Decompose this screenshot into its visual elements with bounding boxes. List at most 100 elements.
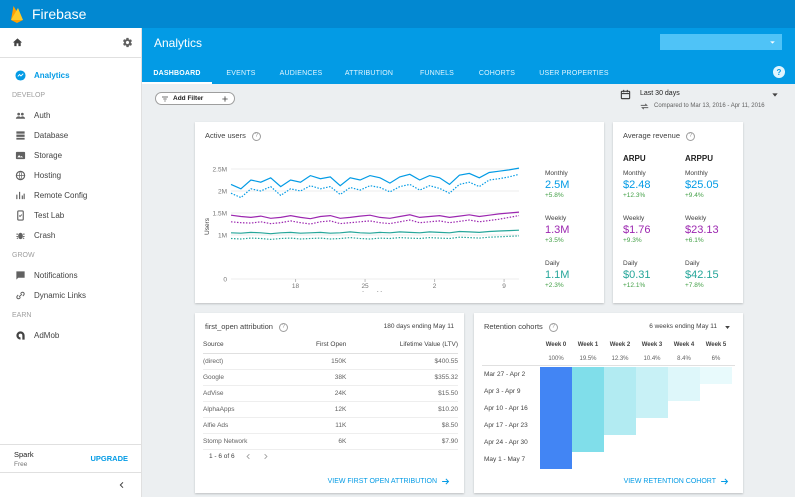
arpu-daily-change: +12.1% <box>623 282 646 289</box>
tab-user-properties[interactable]: USER PROPERTIES <box>539 69 609 77</box>
active-users-title: Active users <box>205 131 246 140</box>
view-retention-cohort-link[interactable]: VIEW RETENTION COHORT <box>624 477 729 486</box>
column-ltv[interactable]: Lifetime Value (LTV) <box>346 337 458 354</box>
legend-weekly-value: 1.3M <box>545 224 570 236</box>
add-filter-button[interactable]: Add Filter <box>155 92 235 105</box>
cohort-cell[interactable] <box>700 367 732 384</box>
cohort-cell[interactable] <box>572 384 604 401</box>
cohort-cell[interactable] <box>572 367 604 384</box>
attribution-card: first_open attribution? 180 days ending … <box>195 313 464 493</box>
cohort-cell[interactable] <box>604 384 636 401</box>
legend-monthly: Monthly 2.5M +5.8% <box>545 170 569 199</box>
chevron-left-icon[interactable] <box>245 453 252 460</box>
sidebar-item-database[interactable]: Database <box>0 125 141 145</box>
cell-source: (direct) <box>203 353 289 370</box>
cohort-cell[interactable] <box>668 384 700 401</box>
dropdown-arrow-icon[interactable] <box>724 324 731 331</box>
project-name[interactable] <box>37 41 122 45</box>
sidebar-item-crash[interactable]: Crash <box>0 225 141 245</box>
sidebar-item-label: Dynamic Links <box>34 290 87 300</box>
cell-source: AlphaApps <box>203 401 289 418</box>
column-first-open[interactable]: First Open <box>288 337 347 354</box>
sidebar-item-analytics[interactable]: Analytics <box>0 65 141 85</box>
sidebar-item-dynamic-links[interactable]: Dynamic Links <box>0 285 141 305</box>
y-tick-label: 2M <box>218 189 227 196</box>
plan-name: Spark <box>14 449 34 459</box>
sidebar-item-admob[interactable]: AdMob <box>0 325 141 345</box>
week-2-header: Week 2 <box>609 342 631 348</box>
legend-daily-change: +2.3% <box>545 282 564 289</box>
help-icon[interactable]: ? <box>548 322 558 332</box>
phone-icon <box>14 209 26 221</box>
chevron-right-icon[interactable] <box>262 453 269 460</box>
tab-dashboard[interactable]: DASHBOARD <box>142 62 212 84</box>
tab-attribution[interactable]: ATTRIBUTION <box>344 69 394 77</box>
sidebar-item-hosting[interactable]: Hosting <box>0 165 141 185</box>
arppu-monthly-label: Monthly <box>685 170 708 177</box>
cohort-cell[interactable] <box>636 401 668 418</box>
cohort-cell[interactable] <box>572 401 604 418</box>
help-icon[interactable]: ? <box>773 66 785 78</box>
help-icon[interactable]: ? <box>686 131 695 141</box>
help-icon[interactable]: ? <box>278 322 288 332</box>
view-first-open-attribution-link[interactable]: VIEW FIRST OPEN ATTRIBUTION <box>328 477 450 486</box>
cohort-cell[interactable] <box>540 452 572 469</box>
chevron-down-icon <box>770 40 775 44</box>
sidebar-item-auth[interactable]: Auth <box>0 105 141 125</box>
table-pager: 1 - 6 of 6 <box>209 453 269 460</box>
cohort-cell[interactable] <box>540 384 572 401</box>
arppu-daily-change: +7.8% <box>685 282 704 289</box>
arpu-weekly-label: Weekly <box>623 215 645 222</box>
sidebar-header <box>0 28 141 58</box>
cohort-cell[interactable] <box>604 418 636 435</box>
page-header: Analytics DASHBOARD EVENTS AUDIENCES ATT… <box>142 28 795 84</box>
message-icon <box>14 269 26 281</box>
home-icon[interactable] <box>12 37 23 48</box>
gear-icon[interactable] <box>122 37 133 48</box>
cell-first-open: 24K <box>288 385 347 402</box>
cohort-cell[interactable] <box>572 435 604 452</box>
week-5-average: 6% <box>711 356 721 362</box>
sidebar-item-storage[interactable]: Storage <box>0 145 141 165</box>
plan-info: Spark Free <box>14 450 90 468</box>
legend-monthly-change: +5.8% <box>545 192 564 199</box>
help-icon[interactable]: ? <box>251 131 261 141</box>
arpu-monthly-label: Monthly <box>623 170 646 177</box>
tab-audiences[interactable]: AUDIENCES <box>279 69 323 77</box>
tab-funnels[interactable]: FUNNELS <box>419 69 455 77</box>
analytics-icon <box>14 69 26 81</box>
average-revenue-card: Average revenue? ARPU ARPPU Monthly $2.4… <box>613 122 743 303</box>
cohort-cell[interactable] <box>540 418 572 435</box>
column-source[interactable]: Source <box>203 337 289 354</box>
upgrade-button[interactable]: UPGRADE <box>90 454 128 463</box>
cohort-cell[interactable] <box>668 367 700 384</box>
sidebar-item-test-lab[interactable]: Test Lab <box>0 205 141 225</box>
cohort-cell[interactable] <box>540 367 572 384</box>
cohort-cell[interactable] <box>636 384 668 401</box>
collapse-sidebar-button[interactable] <box>0 472 142 497</box>
sidebar-item-notifications[interactable]: Notifications <box>0 265 141 285</box>
cohort-cell[interactable] <box>572 418 604 435</box>
cohort-cell[interactable] <box>636 367 668 384</box>
cell-first-open: 12K <box>288 401 347 418</box>
date-range-picker[interactable]: Last 30 days Compared to Mar 13, 2016 - … <box>620 89 782 113</box>
project-select[interactable] <box>660 34 782 50</box>
arpu-heading: ARPU <box>623 154 646 163</box>
sidebar-item-remote-config[interactable]: Remote Config <box>0 185 141 205</box>
revenue-title: Average revenue <box>623 131 680 140</box>
storage-icon <box>14 149 26 161</box>
attribution-period: 180 days ending May 11 <box>383 323 454 330</box>
week-4-header: Week 4 <box>673 342 695 348</box>
tab-events[interactable]: EVENTS <box>226 69 256 77</box>
cohort-cell[interactable] <box>604 367 636 384</box>
arpu-monthly-value: $2.48 <box>623 179 651 191</box>
cohort-cell[interactable] <box>604 401 636 418</box>
active-users-chart: 0 1M 1.5M 2M 2.5M 18 25 2 9 Apr - May Users <box>204 167 520 292</box>
cohort-cell[interactable] <box>540 435 572 452</box>
cell-first-open: 6K <box>288 433 347 450</box>
week-3-header: Week 3 <box>641 342 663 348</box>
tab-cohorts[interactable]: COHORTS <box>478 69 516 77</box>
arpu-monthly: Monthly $2.48 +12.3% <box>623 170 651 199</box>
cohort-cell[interactable] <box>540 401 572 418</box>
series-line-5 <box>230 235 520 241</box>
